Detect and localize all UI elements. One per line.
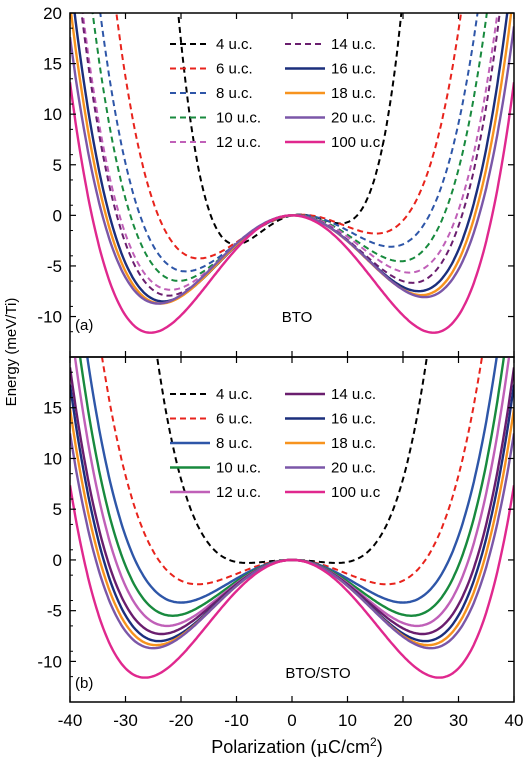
x-tick-label: 10 (338, 711, 357, 730)
x-tick-label: -30 (113, 711, 138, 730)
legend-label: 10 u.c. (216, 110, 261, 127)
curves-b (70, 357, 514, 679)
y-axis-title: Energy (meV/Ti) (3, 298, 20, 407)
series-line-20-u-c (70, 433, 514, 650)
legend-label: 10 u.c. (216, 460, 261, 477)
x-tick-label: -20 (169, 711, 194, 730)
series-line-18-u-c (70, 13, 513, 305)
series-line-12-u-c (73, 357, 511, 628)
x-tick-label: -40 (58, 711, 83, 730)
x-axis-title: Polarization (μC/cm2) (211, 735, 382, 758)
plot-frame (69, 12, 515, 358)
series-line-100-u-c (70, 485, 514, 679)
series-line-10-u-c (91, 13, 488, 282)
series-line-8-u-c (99, 13, 479, 273)
legend-label: 4 u.c. (216, 36, 253, 53)
legend-label: 8 u.c. (216, 85, 253, 102)
x-axis-title-superscript: 2 (370, 735, 377, 749)
legend-label: 20 u.c. (331, 460, 376, 477)
plot-frame (69, 356, 515, 703)
x-axis-title-unit: C/cm (328, 737, 370, 757)
y-tick-label: -10 (37, 652, 62, 671)
x-axis-title-close: ) (377, 737, 383, 757)
legend-label: 6 u.c. (216, 61, 253, 78)
y-tick-label: -10 (37, 308, 62, 327)
y-tick-label: 5 (53, 500, 62, 519)
x-tick-label: 20 (394, 711, 413, 730)
legend-label: 4 u.c. (216, 386, 253, 403)
y-tick-label: 0 (53, 551, 62, 570)
panel-b: -10 -5 0 5 10 15 -40 -30 -20 -10 0 10 20 30 40 4 u.c. 6 … (37, 356, 523, 730)
y-tick-label: 10 (43, 449, 62, 468)
series-line-100-u-c (70, 82, 514, 334)
series-line-16-u-c (73, 13, 509, 303)
legend-label: 20 u.c. (331, 110, 376, 127)
legend-label: 12 u.c. (216, 484, 261, 501)
legend-label: 12 u.c. (216, 134, 261, 151)
series-line-8-u-c (86, 357, 498, 604)
curves-a (70, 13, 514, 334)
y-tick-label: 15 (43, 55, 62, 74)
series-line-6-u-c (100, 357, 484, 586)
legend-label: 14 u.c. (331, 36, 376, 53)
series-line-12-u-c (81, 13, 499, 291)
legend-label: 100 u.c (331, 484, 381, 501)
x-tick-label: 40 (505, 711, 523, 730)
series-line-14-u-c (80, 13, 501, 297)
y-tick-label: 20 (43, 4, 62, 23)
legend-label: 14 u.c. (331, 386, 376, 403)
legend-label: 18 u.c. (331, 85, 376, 102)
y-tick-label: 5 (53, 156, 62, 175)
y-tick-label: 10 (43, 105, 62, 124)
legend: 4 u.c. 6 u.c. 8 u.c. 10 u.c. 12 u.c. 14 u.c. 1… (170, 386, 381, 501)
panel-label: (a) (75, 317, 93, 334)
y-tick-label: 15 (43, 399, 62, 418)
legend-label: 8 u.c. (216, 435, 253, 452)
legend-label: 16 u.c. (331, 61, 376, 78)
legend-label: 18 u.c. (331, 435, 376, 452)
x-tick-label: 0 (287, 711, 296, 730)
x-axis-title-main: Polarization ( (211, 737, 316, 757)
series-line-6-u-c (115, 13, 463, 260)
x-tick-label: 30 (449, 711, 468, 730)
x-axis-title-mu: μ (316, 737, 328, 758)
legend-label: 100 u.c. (331, 134, 384, 151)
legend: 4 u.c. 6 u.c. 8 u.c. 10 u.c. 12 u.c. 14 u.c. 1… (170, 36, 384, 151)
legend-label: 16 u.c. (331, 411, 376, 428)
y-tick-label: -5 (47, 257, 62, 276)
series-line-14-u-c (70, 367, 514, 636)
x-tick-label: -10 (224, 711, 249, 730)
panel-annotation: BTO/STO (285, 665, 350, 682)
panel-label: (b) (75, 675, 93, 692)
y-tick-label: 0 (53, 206, 62, 225)
legend-label: 6 u.c. (216, 411, 253, 428)
panel-annotation: BTO (282, 309, 313, 326)
y-tick-label: -5 (47, 602, 62, 621)
panel-a: -10 -5 0 5 10 15 20 4 u.c. 6 u.c. 8 u.c. 10 u.c. 12… (37, 4, 515, 358)
